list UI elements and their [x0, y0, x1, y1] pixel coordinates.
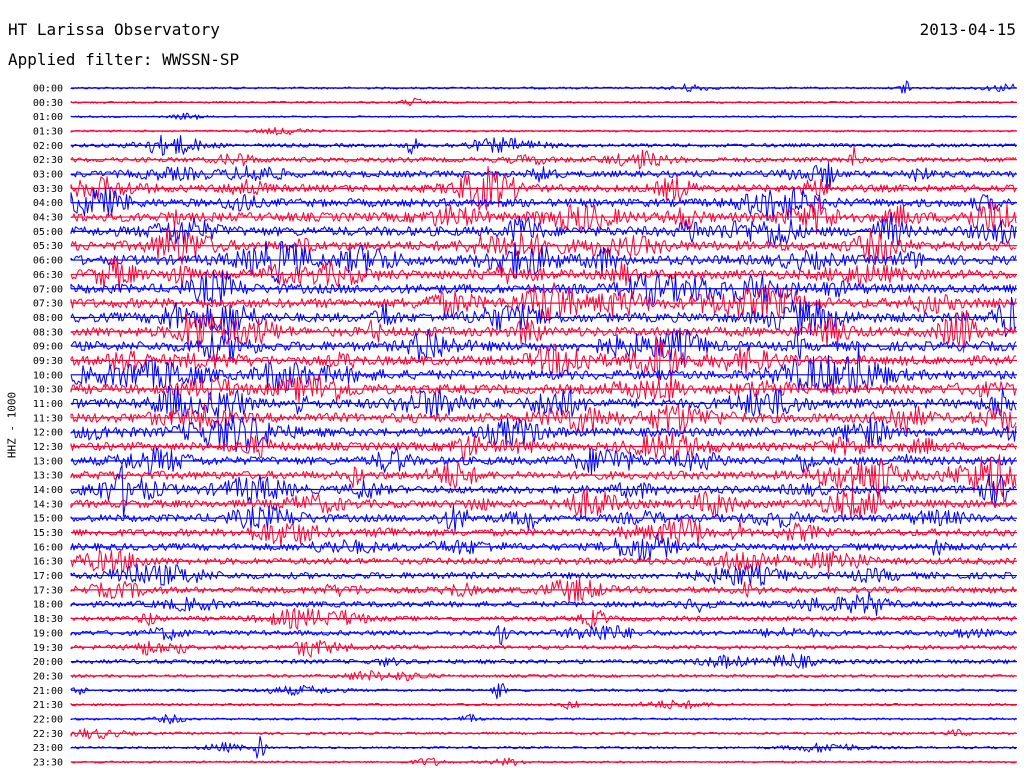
- time-label: 14:30: [33, 499, 63, 510]
- trace-row: [70, 162, 1017, 190]
- time-label: 05:30: [33, 241, 63, 252]
- time-label: 21:30: [33, 700, 63, 711]
- trace-row: [70, 563, 1017, 586]
- trace-row: [70, 414, 1017, 453]
- trace-row: [70, 196, 1017, 235]
- time-label: 03:00: [33, 170, 63, 181]
- time-label: 19:00: [33, 628, 63, 639]
- trace-row: [70, 653, 1017, 669]
- trace-row: [70, 385, 1017, 422]
- trace-row: [70, 228, 1017, 265]
- filter-label: Applied filter: WWSSN-SP: [8, 50, 240, 69]
- trace-row: [70, 240, 1017, 284]
- trace-row: [70, 80, 1017, 94]
- time-label: 00:30: [33, 98, 63, 109]
- time-label: 11:30: [33, 413, 63, 424]
- time-label: 01:00: [33, 112, 63, 123]
- time-label: 08:30: [33, 327, 63, 338]
- recording-date: 2013-04-15: [919, 20, 1016, 39]
- trace-row: [70, 146, 1017, 170]
- time-label: 04:30: [33, 213, 63, 224]
- time-label: 20:30: [33, 671, 63, 682]
- time-label: 11:00: [33, 399, 63, 410]
- time-label: 03:30: [33, 184, 63, 195]
- trace-row: [70, 282, 1017, 324]
- time-label: 10:00: [33, 370, 63, 381]
- time-label: 17:30: [33, 585, 63, 596]
- trace-row: [70, 625, 1017, 646]
- time-label: 04:00: [33, 198, 63, 209]
- time-label: 13:00: [33, 456, 63, 467]
- time-label: 20:00: [33, 657, 63, 668]
- station-title: HT Larissa Observatory: [8, 20, 220, 39]
- time-label: 06:00: [33, 256, 63, 267]
- time-label: 23:00: [33, 743, 63, 754]
- time-label: 02:30: [33, 155, 63, 166]
- time-label: 09:00: [33, 342, 63, 353]
- time-label: 15:30: [33, 528, 63, 539]
- time-label: 19:30: [33, 643, 63, 654]
- time-label: 05:00: [33, 227, 63, 238]
- time-label: 16:00: [33, 542, 63, 553]
- time-label: 12:30: [33, 442, 63, 453]
- time-label: 01:30: [33, 127, 63, 138]
- time-label: 21:00: [33, 686, 63, 697]
- time-label: 23:30: [33, 757, 63, 768]
- trace-row: [70, 310, 1017, 353]
- trace-row: [70, 683, 1017, 700]
- time-label: 15:00: [33, 514, 63, 525]
- time-label: 14:00: [33, 485, 63, 496]
- time-label: 08:00: [33, 313, 63, 324]
- time-label: 18:30: [33, 614, 63, 625]
- time-label: 10:30: [33, 385, 63, 396]
- trace-row: [70, 344, 1017, 396]
- time-label: 13:30: [33, 471, 63, 482]
- time-label: 22:30: [33, 729, 63, 740]
- time-label: 17:00: [33, 571, 63, 582]
- time-label: 16:30: [33, 557, 63, 568]
- time-label: 12:00: [33, 428, 63, 439]
- time-label: 18:00: [33, 600, 63, 611]
- trace-row: [70, 639, 1017, 658]
- time-label: 00:00: [33, 84, 63, 95]
- time-label: 06:30: [33, 270, 63, 281]
- time-label: 22:00: [33, 714, 63, 725]
- trace-row: [70, 297, 1017, 338]
- time-label: 07:30: [33, 299, 63, 310]
- time-label: 07:00: [33, 284, 63, 295]
- trace-row: [70, 464, 1017, 517]
- time-label: 02:00: [33, 141, 63, 152]
- time-label: 09:30: [33, 356, 63, 367]
